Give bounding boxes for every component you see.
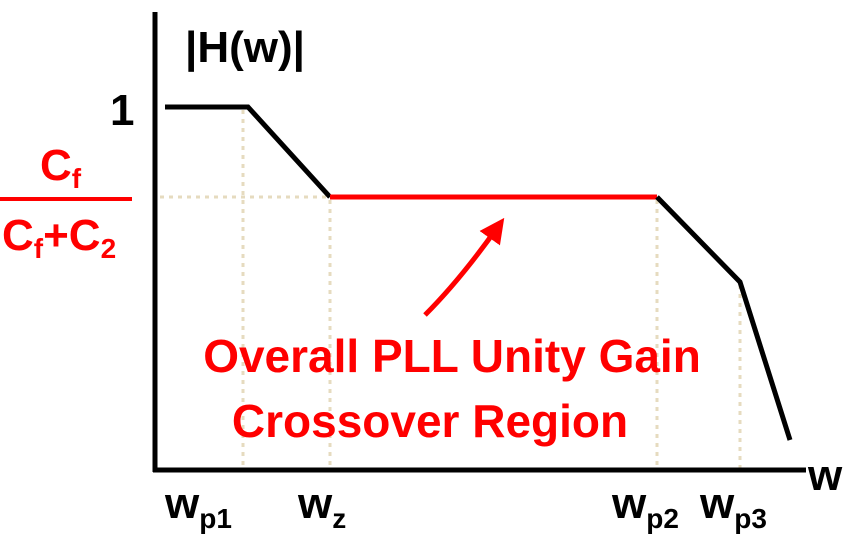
fraction: Cf Cf+C2	[0, 141, 132, 264]
x-label: wp2	[611, 479, 679, 534]
x-label: wp3	[699, 479, 767, 534]
response-low	[165, 104, 332, 199]
y-axis-label: |H(w)|	[185, 23, 305, 73]
y-label-one: 1	[110, 86, 134, 135]
annotation: Overall PLL Unity Gain Crossover Region	[203, 330, 701, 447]
guide-lines	[160, 110, 742, 470]
x-label: wp1	[164, 479, 232, 534]
numerator: Cf	[40, 141, 82, 194]
response-high	[655, 195, 793, 441]
x-labels: wp1 wz wp2 wp3	[164, 479, 767, 534]
x-label: wz	[297, 479, 346, 534]
annotation-line: Overall PLL Unity Gain	[203, 330, 701, 382]
denominator: Cf+C2	[2, 211, 116, 264]
arrow	[423, 217, 505, 317]
axes	[152, 12, 806, 473]
x-axis-label: w	[807, 451, 843, 500]
annotation-line: Crossover Region	[232, 395, 628, 447]
